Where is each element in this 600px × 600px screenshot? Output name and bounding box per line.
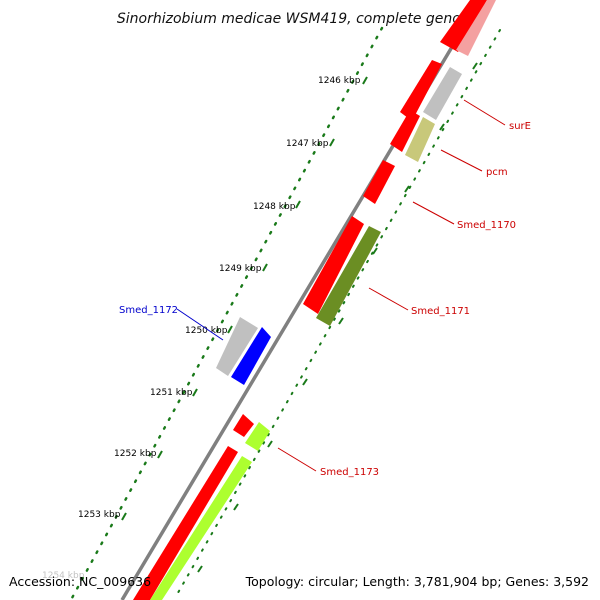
label-leaders [176, 99, 506, 472]
gray-feature-smed1172 [216, 317, 258, 376]
scale-tick-1251: 1251 kbp [150, 388, 193, 398]
lime-feature-smed1173 [245, 422, 270, 451]
scale-tick-1250: 1250 kbp [185, 326, 228, 336]
scale-tick-1249: 1249 kbp [219, 264, 262, 274]
cds-feature-red-2 [400, 60, 442, 121]
scale-tick-1247: 1247 kbp [286, 139, 329, 149]
olive-feature-smed1171 [316, 226, 381, 326]
gray-feature-surE [423, 67, 462, 120]
scale-tick-marks [121, 76, 368, 521]
cds-feature-red-3 [390, 110, 420, 152]
cds-feature-red-low [233, 414, 254, 437]
cds-feature-smed1170 [363, 160, 395, 204]
gene-label-smed1173[interactable]: Smed_1173 [320, 467, 379, 478]
scale-tick-1246: 1246 kbp [318, 76, 361, 86]
map-title: Sinorhizobium medicae WSM419, complete g… [117, 11, 483, 27]
genome-summary-text: Topology: circular; Length: 3,781,904 bp… [245, 574, 589, 589]
cds-feature-smed1170b [303, 216, 364, 314]
gene-label-smed1170[interactable]: Smed_1170 [457, 220, 516, 231]
inner-ruler-ticks [197, 62, 478, 573]
cds-feature-top-pale [456, 0, 496, 56]
scale-tick-1252: 1252 kbp [114, 449, 157, 459]
scale-tick-1248: 1248 kbp [253, 202, 296, 212]
gene-label-smed1172[interactable]: Smed_1172 [119, 305, 178, 316]
cds-feature-red-bottom [133, 446, 238, 600]
scale-ruler-outer [70, 26, 384, 600]
khaki-feature-pcm [405, 117, 435, 162]
gene-label-pcm[interactable]: pcm [486, 167, 508, 178]
scale-tick-1253: 1253 kbp [78, 510, 121, 520]
accession-text: Accession: NC_009636 [9, 574, 152, 589]
lime-feature-bottom [150, 456, 252, 600]
scale-tick-1254: 1254 kbp [42, 571, 85, 581]
gene-label-surE[interactable]: surE [509, 121, 531, 132]
gene-label-smed1171[interactable]: Smed_1171 [411, 306, 470, 317]
cds-feature-top [440, 0, 487, 52]
cds-feature-blue-smed1172 [231, 327, 271, 385]
